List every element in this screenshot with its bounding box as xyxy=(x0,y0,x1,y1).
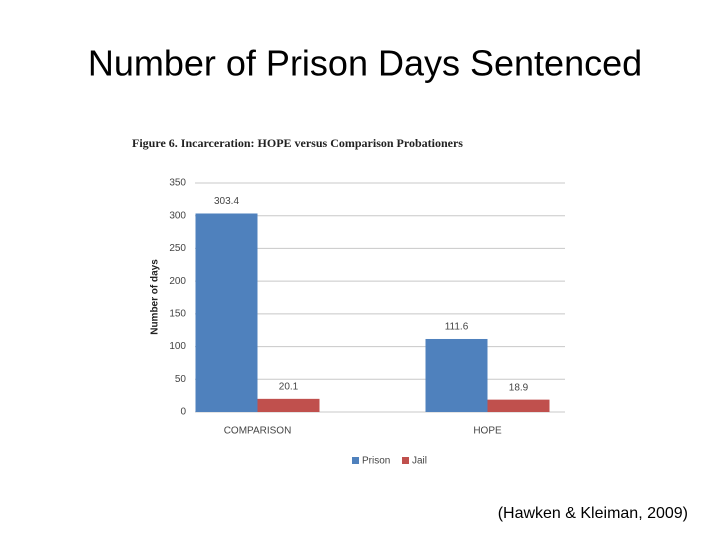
legend-swatch xyxy=(352,457,359,464)
bar xyxy=(257,398,320,412)
legend-swatch xyxy=(402,457,409,464)
data-label: 20.1 xyxy=(279,381,299,392)
x-tick-label: COMPARISON xyxy=(224,426,292,437)
y-tick-label: 150 xyxy=(169,308,186,319)
bar xyxy=(425,338,488,412)
slide-title: Number of Prison Days Sentenced xyxy=(88,43,642,84)
data-label: 303.4 xyxy=(214,196,239,207)
y-tick-label: 350 xyxy=(169,178,186,189)
legend-label: Jail xyxy=(412,456,427,467)
bar xyxy=(487,399,550,412)
y-tick-label: 300 xyxy=(169,210,186,221)
chart-title: Figure 6. Incarceration: HOPE versus Com… xyxy=(132,136,463,150)
data-label: 18.9 xyxy=(509,382,529,393)
legend-label: Prison xyxy=(362,456,390,467)
y-axis-label: Number of days xyxy=(150,259,161,335)
y-tick-label: 0 xyxy=(180,407,186,418)
data-label: 111.6 xyxy=(445,322,469,333)
citation: (Hawken & Kleiman, 2009) xyxy=(498,505,688,522)
y-tick-label: 100 xyxy=(169,341,186,352)
x-tick-label: HOPE xyxy=(473,426,502,437)
y-tick-label: 200 xyxy=(169,276,186,287)
y-tick-label: 50 xyxy=(175,374,187,385)
y-tick-label: 250 xyxy=(169,243,186,254)
bar xyxy=(195,213,258,412)
